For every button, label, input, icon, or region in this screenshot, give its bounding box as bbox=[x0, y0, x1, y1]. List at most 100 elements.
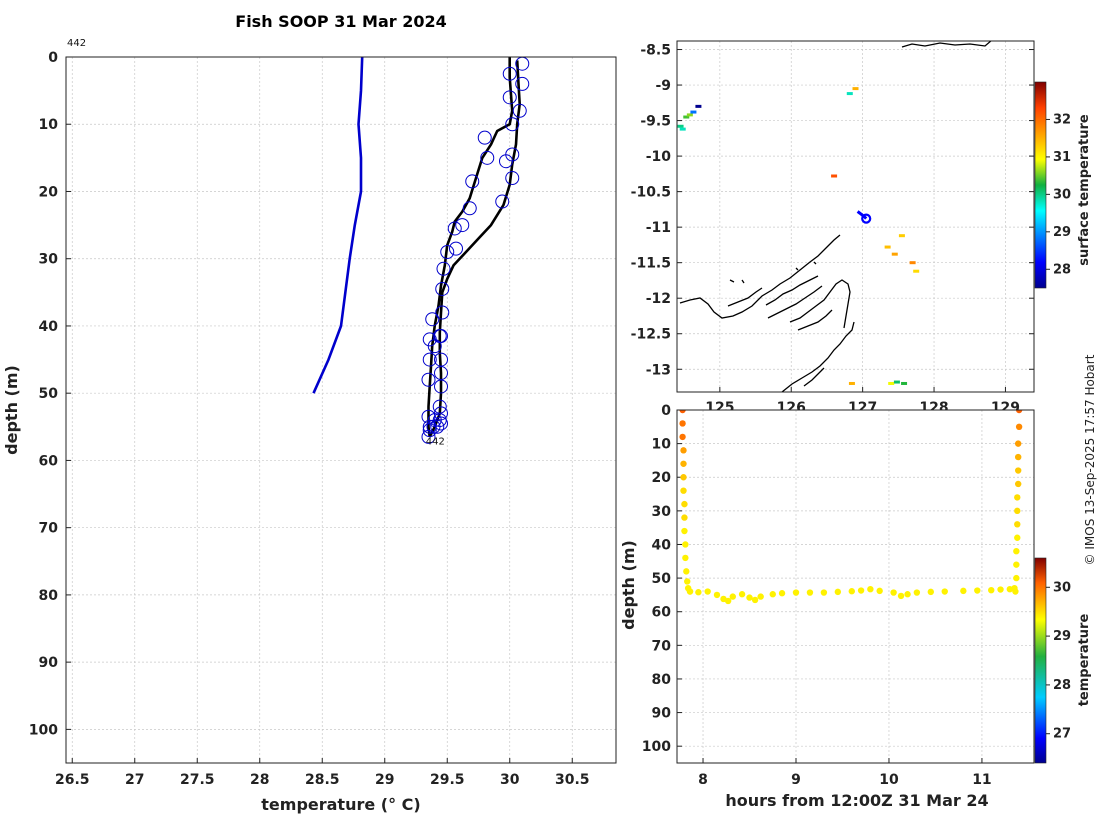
section-ascent-point bbox=[1014, 467, 1022, 474]
profile-x-tick-label: 30.5 bbox=[555, 772, 590, 788]
profile-y-ticks: 0 10 20 30 40 50 60 70 80 90 100 bbox=[29, 50, 71, 738]
coastline-islets bbox=[729, 261, 817, 284]
map-ship-track bbox=[856, 210, 868, 220]
map-colorbar-tick-label: 28 bbox=[1053, 262, 1071, 277]
profile-marker bbox=[426, 419, 441, 434]
section-axes-frame bbox=[676, 409, 1035, 764]
profile-x-tick-label: 28 bbox=[250, 772, 269, 788]
coastline-bay bbox=[767, 285, 823, 319]
profile-x-tick-label: 29.5 bbox=[430, 772, 465, 788]
map-colorbar-tick-label: 31 bbox=[1053, 150, 1071, 165]
section-bottom-point bbox=[769, 591, 776, 598]
map-sst-point bbox=[846, 92, 853, 96]
profile-axes-frame bbox=[65, 56, 617, 764]
section-bottom-point bbox=[751, 596, 759, 604]
section-ascent-point bbox=[1014, 521, 1021, 528]
map-ship-position bbox=[861, 213, 872, 224]
profile-marker bbox=[422, 419, 437, 434]
section-ascent-point bbox=[1013, 548, 1020, 555]
section-bottom-point bbox=[890, 589, 897, 596]
profile-x-tick-label: 28.5 bbox=[305, 772, 340, 788]
section-y-label: depth (m) bbox=[619, 540, 638, 630]
section-descent-point bbox=[680, 474, 687, 481]
profile-marker bbox=[447, 221, 462, 236]
section-ascent-point bbox=[1013, 561, 1020, 568]
profile-y-tick-label: 70 bbox=[39, 521, 59, 537]
map-y-tick-label: -12 bbox=[646, 291, 671, 307]
section-bottom-point bbox=[729, 593, 736, 600]
profile-return-line bbox=[428, 60, 522, 438]
section-ascent-point bbox=[1012, 588, 1019, 595]
section-bottom-point bbox=[820, 589, 828, 596]
map-coastlines bbox=[679, 41, 992, 392]
section-plot-area bbox=[677, 410, 1034, 763]
map-axes-frame bbox=[676, 40, 1035, 393]
profile-marker bbox=[421, 372, 436, 387]
profile-marker bbox=[512, 103, 527, 118]
section-x-tick-label: 9 bbox=[791, 772, 801, 788]
section-bottom-point bbox=[876, 587, 883, 595]
map-sst-point bbox=[831, 174, 838, 178]
section-bottom-point bbox=[897, 592, 905, 600]
section-ascent-point bbox=[1014, 534, 1021, 541]
section-bottom-point bbox=[738, 591, 746, 598]
section-y-tick-label: 80 bbox=[652, 672, 672, 688]
section-y-tick-label: 30 bbox=[652, 504, 672, 520]
coastline-south bbox=[781, 321, 855, 392]
section-descent-point bbox=[680, 460, 687, 467]
map-colorbar-tick-label: 29 bbox=[1053, 225, 1071, 240]
profile-y-tick-label: 80 bbox=[39, 588, 59, 604]
profile-marker bbox=[502, 90, 517, 105]
profile-y-label: depth (m) bbox=[2, 365, 21, 455]
profile-y-tick-label: 50 bbox=[39, 386, 59, 402]
coastline-south-inlet bbox=[803, 367, 825, 387]
section-ascent-point bbox=[1014, 440, 1022, 447]
map-colorbar-label: surface temperature bbox=[1077, 114, 1092, 266]
profile-marker bbox=[462, 201, 477, 216]
map-sst-point bbox=[686, 113, 693, 117]
profile-y-tick-label: 0 bbox=[48, 50, 58, 66]
profile-x-label: temperature (° C) bbox=[261, 795, 420, 814]
section-y-tick-label: 90 bbox=[652, 706, 672, 722]
section-colorbar-label: temperature bbox=[1077, 614, 1092, 707]
map-colorbar-tick-label: 30 bbox=[1053, 187, 1071, 202]
map-sst-point bbox=[884, 245, 891, 249]
profile-y-tick-label: 30 bbox=[39, 252, 59, 268]
credit-text: © IMOS 13-Sep-2025 17:57 Hobart bbox=[1083, 354, 1097, 565]
section-y-tick-label: 50 bbox=[652, 571, 672, 587]
map-y-tick-label: -8.5 bbox=[640, 43, 671, 59]
section-bottom-point bbox=[746, 594, 753, 601]
section-colorbar-ticks: 27 28 29 30 bbox=[1046, 580, 1071, 742]
profile-marker bbox=[505, 171, 520, 186]
profile-x-tick-label: 27 bbox=[125, 772, 144, 788]
profile-marker bbox=[425, 312, 440, 327]
map-colorbar-ticks: 28 29 30 31 32 bbox=[1046, 112, 1071, 277]
coastline-islands bbox=[797, 309, 833, 331]
profile-marker bbox=[455, 218, 470, 233]
section-descent-point bbox=[683, 568, 690, 575]
section-y-tick-label: 40 bbox=[652, 537, 672, 553]
profile-x-ticks: 26.5 27 27.5 28 28.5 29 29.5 30 30.5 bbox=[55, 758, 590, 788]
section-colorbar-tick-label: 29 bbox=[1053, 629, 1071, 644]
profile-annotation-bottom: 442 bbox=[426, 437, 445, 448]
profile-y-tick-label: 60 bbox=[39, 453, 59, 469]
profile-marker bbox=[499, 154, 513, 169]
section-y-tick-label: 0 bbox=[661, 403, 671, 419]
section-bottom-point bbox=[904, 591, 911, 598]
section-descent-point bbox=[684, 578, 691, 585]
coastline-inlet bbox=[727, 287, 763, 307]
map-sst-point bbox=[852, 87, 859, 91]
section-y-tick-label: 70 bbox=[652, 638, 672, 654]
section-descent-point bbox=[680, 447, 687, 454]
section-x-label: hours from 12:00Z 31 Mar 24 bbox=[725, 791, 988, 810]
temperature-profile-panel: 26.5 27 27.5 28 28.5 29 29.5 30 30.5 0 10 20 30 40 50… bbox=[2, 38, 617, 814]
section-bottom-point bbox=[713, 591, 721, 599]
profile-y-tick-label: 10 bbox=[39, 117, 59, 133]
section-bottom-point bbox=[695, 589, 702, 596]
map-sst-point bbox=[677, 124, 684, 128]
section-colorbar-tick-label: 28 bbox=[1053, 678, 1071, 693]
section-bottom-point bbox=[704, 588, 711, 595]
profile-x-tick-label: 29 bbox=[375, 772, 394, 788]
map-y-tick-label: -9.5 bbox=[640, 114, 671, 130]
profile-x-tick-label: 30 bbox=[500, 772, 520, 788]
